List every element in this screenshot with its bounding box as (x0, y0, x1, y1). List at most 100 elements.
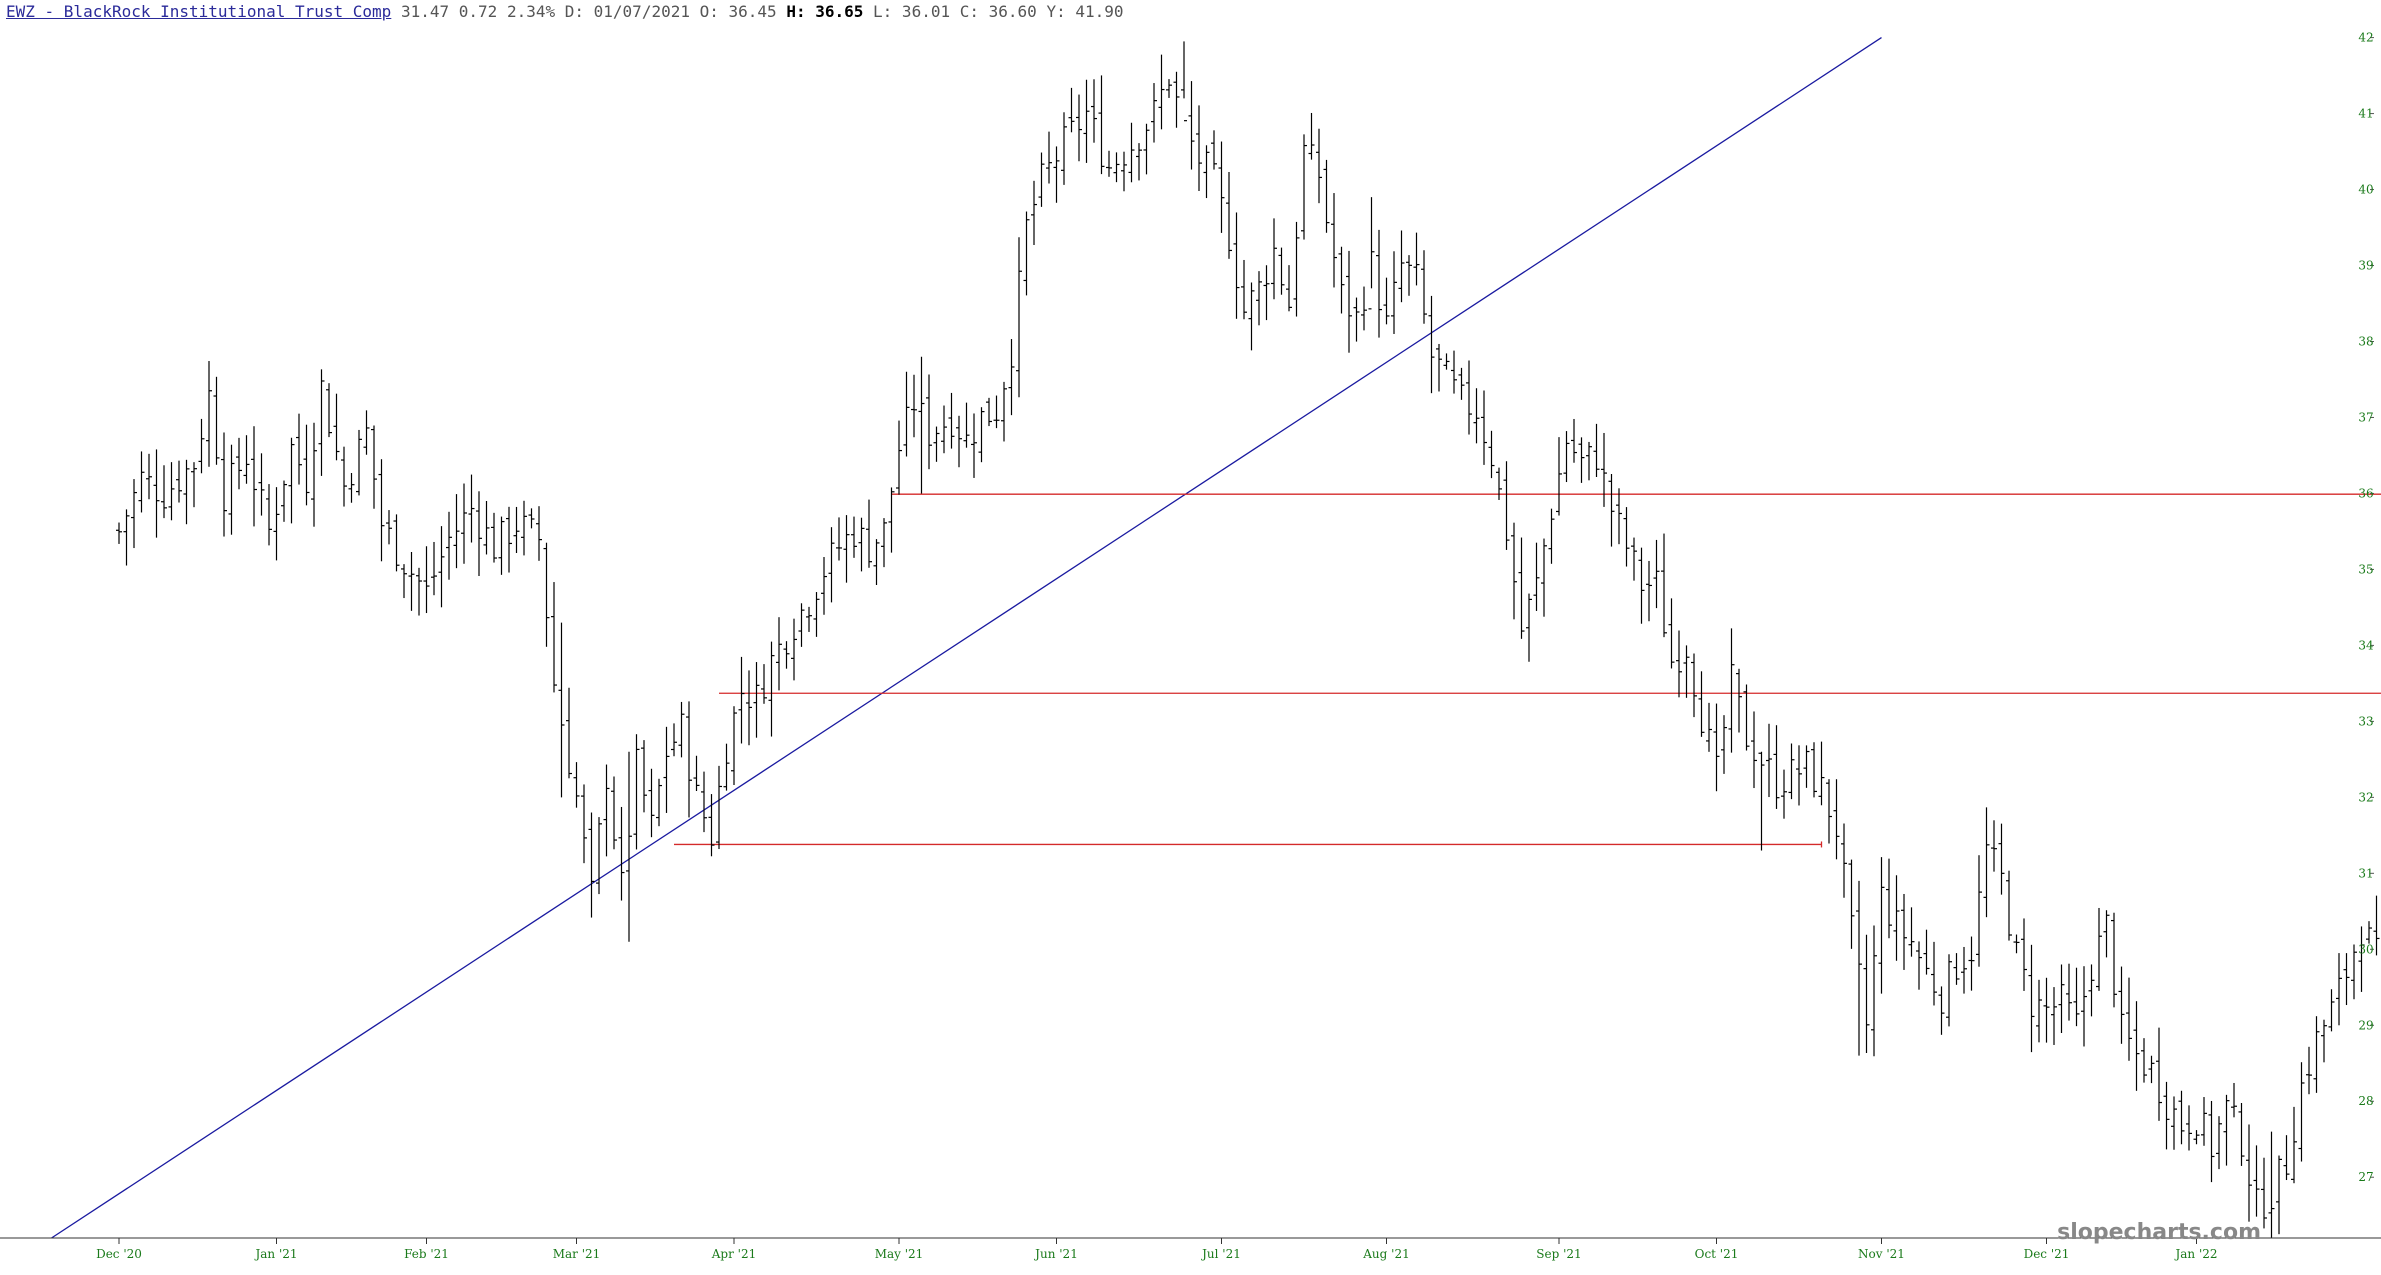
ohlc-bar (1893, 875, 1900, 961)
ohlc-bar (858, 517, 865, 572)
ohlc-bar (1953, 953, 1960, 985)
ticker-link[interactable]: EWZ - BlackRock Institutional Trust Comp (6, 2, 392, 21)
ohlc-bar (851, 516, 857, 558)
ohlc-bar (1916, 941, 1922, 990)
ohlc-bar (2223, 1094, 2230, 1166)
ohlc-bar (813, 592, 820, 637)
ohlc-bar (1323, 159, 1330, 233)
ohlc-bar (2291, 1106, 2297, 1184)
x-tick-label: Dec '21 (2024, 1247, 2070, 1261)
ohlc-bar (138, 451, 145, 513)
ohlc-bar (656, 778, 662, 827)
ohlc-bar (453, 494, 460, 569)
ohlc-bar (1991, 820, 1997, 872)
ohlc-bar (2021, 918, 2027, 991)
ohlc-bar (896, 420, 902, 495)
ohlc-bar (401, 564, 407, 599)
ohlc-bar (648, 768, 655, 838)
ohlc-bar (1383, 277, 1390, 325)
ohlc-bar (273, 487, 280, 561)
x-tick-label: Feb '21 (404, 1247, 449, 1261)
ohlc-bar (1353, 297, 1360, 342)
ohlc-bar (1728, 628, 1735, 753)
ohlc-bar (2246, 1124, 2252, 1222)
y-tick-label: 34 (2358, 638, 2374, 652)
ohlc-bar (2096, 907, 2102, 991)
ohlc-bar (768, 641, 775, 737)
ohlc-bar (1713, 703, 1720, 792)
x-tick-label: Nov '21 (1858, 1247, 1905, 1261)
ohlc-bar (1293, 221, 1300, 317)
ohlc-bar (288, 437, 295, 524)
x-tick-label: Jan '21 (253, 1247, 297, 1261)
ohlc-bar (963, 402, 970, 448)
ohlc-bar (1856, 880, 1862, 1056)
ohlc-bar (1128, 122, 1135, 183)
y-tick-label: 39 (2358, 259, 2373, 273)
ohlc-bar (1226, 172, 1232, 259)
ohlc-bar (1608, 473, 1615, 547)
ohlc-bar (618, 806, 625, 901)
y-tick-label: 38 (2358, 334, 2373, 348)
ohlc-bar (558, 622, 565, 798)
ohlc-bar (2051, 987, 2057, 1045)
ohlc-bar (1188, 81, 1195, 170)
ohlc-bar (168, 462, 175, 521)
ohlc-bar (1766, 723, 1772, 798)
ohlc-bar (2141, 1038, 2147, 1083)
ohlc-bar (1218, 141, 1225, 233)
ohlc-bar (483, 500, 490, 555)
ohlc-bar (1586, 441, 1592, 481)
ohlc-bar (1601, 432, 1607, 507)
close-readout: C: 36.60 (959, 2, 1037, 21)
high-readout: H: 36.65 (786, 2, 864, 21)
ohlc-bar (2268, 1131, 2275, 1238)
ohlc-bar (1481, 390, 1487, 465)
ohlc-bar (971, 413, 977, 478)
ohlc-bar (1211, 130, 1217, 170)
ohlc-bar (266, 484, 272, 546)
ohlc-bar (678, 701, 685, 758)
ohlc-bar (2261, 1157, 2267, 1229)
ohlc-bar (513, 506, 520, 554)
ohlc-bar (888, 487, 895, 553)
ohlc-bar (378, 459, 385, 562)
ohlc-bar (2373, 895, 2380, 956)
ohlc-bar (1976, 855, 1982, 967)
ohlc-bar (1413, 232, 1420, 286)
ohlc-bar (1098, 75, 1105, 175)
ohlc-bar (761, 664, 767, 704)
ohlc-bar (2126, 977, 2132, 1061)
x-axis: Dec '20 Jan '21 Feb '21 Mar '21 Apr '21 May '… (0, 1237, 2381, 1261)
ohlc-bar (228, 444, 235, 535)
ohlc-bar (948, 392, 955, 449)
ohlc-bar (1533, 542, 1540, 611)
y-tick-label: 29 (2358, 1018, 2373, 1032)
ohlc-bar (1473, 388, 1480, 444)
ohlc-bar (506, 506, 512, 573)
ohlc-bar (1166, 79, 1172, 98)
ohlc-bar (1661, 533, 1667, 638)
ohlc-bar (1938, 986, 1945, 1035)
ohlc-bar (1811, 742, 1817, 798)
y-axis: 27 28 29 30 31 32 33 34 35 36 37 38 39 40 41 42 (2358, 31, 2374, 1184)
ohlc-bar (1721, 715, 1727, 774)
ohlc-bar (1668, 598, 1675, 669)
ohlc-bar (836, 517, 842, 561)
ohlc-bar (296, 413, 302, 485)
ohlc-bar (1908, 907, 1915, 957)
trendline (51, 37, 1882, 1239)
ohlc-bar (153, 449, 160, 538)
ohlc-bar (2013, 934, 2020, 954)
ohlc-bar (2358, 926, 2365, 992)
ohlc-bar (2028, 944, 2035, 1053)
ohlc-bar (701, 771, 707, 833)
ohlc-bar (2238, 1103, 2245, 1166)
ohlc-bar (123, 509, 130, 566)
ohlc-bar (2036, 979, 2042, 1043)
ohlc-bar (1691, 653, 1697, 718)
change-value: 0.72 (458, 2, 498, 21)
ohlc-bar (1548, 508, 1555, 564)
ohlc-bar (723, 743, 730, 791)
